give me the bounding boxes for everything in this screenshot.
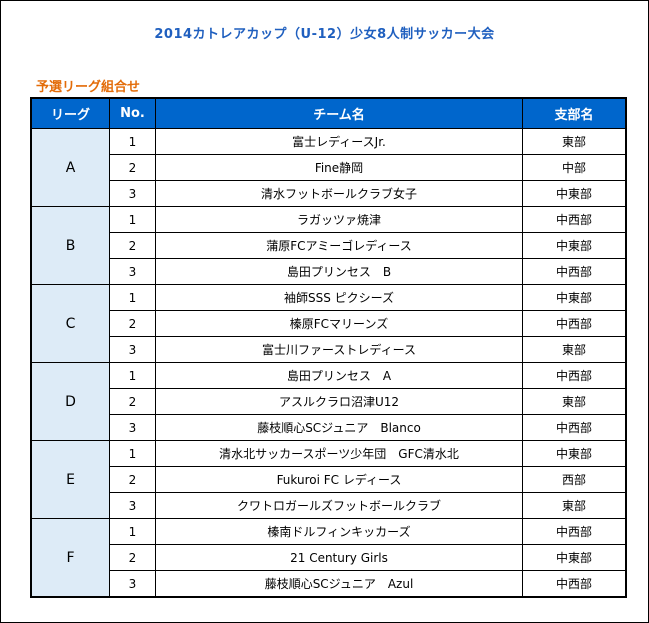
- table-row: B 1 ラガッツァ焼津 中西部: [30, 206, 627, 285]
- branch-cell: 中東部: [522, 180, 627, 207]
- team-cell: 榛原FCマリーンズ: [155, 310, 523, 337]
- no-cell: 2: [109, 466, 156, 493]
- page-title: 2014カトレアカップ（U-12）少女8人制サッカー大会: [154, 27, 495, 42]
- no-cell: 3: [109, 258, 156, 285]
- no-cell: 3: [109, 492, 156, 519]
- branch-cell: 中西部: [522, 258, 627, 285]
- branch-cell: 中西部: [522, 310, 627, 337]
- header-branch: 支部名: [522, 97, 627, 129]
- no-cell: 3: [109, 414, 156, 441]
- team-cell: 袖師SSS ピクシーズ: [155, 284, 523, 311]
- table-body: A 1 富士レディースJr. 東部 2 Fine静岡 中部 3 清水フットボールクラブ女子 中東部…: [30, 128, 627, 598]
- team-cell: ラガッツァ焼津: [155, 206, 523, 233]
- no-cell: 1: [109, 128, 156, 155]
- table-row: 3 清水フットボールクラブ女子 中東部: [31, 180, 627, 207]
- no-cell: 2: [109, 232, 156, 259]
- team-cell: 藤枝順心SCジュニア Azul: [155, 570, 523, 598]
- no-cell: 2: [109, 388, 156, 415]
- branch-cell: 中東部: [522, 440, 627, 467]
- section-subtitle: 予選リーグ組合せ: [36, 80, 141, 95]
- team-cell: 清水フットボールクラブ女子: [155, 180, 523, 207]
- no-cell: 1: [109, 518, 156, 545]
- branch-cell: 東部: [522, 336, 627, 363]
- no-cell: 1: [109, 362, 156, 389]
- branch-cell: 中西部: [522, 570, 627, 598]
- team-cell: Fukuroi FC レディース: [155, 466, 523, 493]
- team-cell: 島田プリンセス A: [155, 362, 523, 389]
- branch-cell: 中東部: [522, 284, 627, 311]
- no-cell: 3: [109, 180, 156, 207]
- league-table: リーグ No. チーム名 支部名 A 1 富士レディースJr. 東部 2 Fine静岡 中部…: [30, 97, 627, 598]
- no-cell: 2: [109, 154, 156, 181]
- table-row: 3 藤枝順心SCジュニア Azul 中西部: [31, 570, 627, 598]
- team-cell: 富士川ファーストレディース: [155, 336, 523, 363]
- no-cell: 3: [109, 336, 156, 363]
- table-row: 3 島田プリンセス B 中西部: [31, 258, 627, 285]
- no-cell: 1: [109, 440, 156, 467]
- no-cell: 1: [109, 206, 156, 233]
- team-cell: 榛南ドルフィンキッカーズ: [155, 518, 523, 545]
- table-row: F 1 榛南ドルフィンキッカーズ 中西部: [30, 518, 627, 598]
- team-cell: 21 Century Girls: [155, 544, 523, 571]
- branch-cell: 東部: [522, 388, 627, 415]
- table-row: 3 クワトロガールズフットボールクラブ 東部: [31, 492, 627, 519]
- branch-cell: 中西部: [522, 414, 627, 441]
- team-cell: アスルクラロ沼津U12: [155, 388, 523, 415]
- table-row: A 1 富士レディースJr. 東部: [30, 128, 627, 207]
- team-cell: 清水北サッカースポーツ少年団 GFC清水北: [155, 440, 523, 467]
- branch-cell: 中西部: [522, 518, 627, 545]
- branch-cell: 中西部: [522, 362, 627, 389]
- table-row: D 1 島田プリンセス A 中西部: [30, 362, 627, 441]
- branch-cell: 東部: [522, 492, 627, 519]
- league-cell: E: [30, 440, 110, 519]
- branch-cell: 中部: [522, 154, 627, 181]
- table-row: 2 21 Century Girls 中東部: [31, 544, 627, 571]
- team-cell: 藤枝順心SCジュニア Blanco: [155, 414, 523, 441]
- team-cell: クワトロガールズフットボールクラブ: [155, 492, 523, 519]
- no-cell: 2: [109, 310, 156, 337]
- team-cell: 蒲原FCアミーゴレディース: [155, 232, 523, 259]
- team-cell: 富士レディースJr.: [155, 128, 523, 155]
- header-team: チーム名: [155, 97, 523, 129]
- table-row: 2 アスルクラロ沼津U12 東部: [31, 388, 627, 415]
- branch-cell: 中東部: [522, 232, 627, 259]
- table-row: 2 榛原FCマリーンズ 中西部: [31, 310, 627, 337]
- table-row: 2 Fukuroi FC レディース 西部: [31, 466, 627, 493]
- league-cell: A: [30, 128, 110, 207]
- branch-cell: 中西部: [522, 206, 627, 233]
- table-row: E 1 清水北サッカースポーツ少年団 GFC清水北 中東部: [30, 440, 627, 519]
- league-cell: B: [30, 206, 110, 285]
- branch-cell: 東部: [522, 128, 627, 155]
- table-row: 3 富士川ファーストレディース 東部: [31, 336, 627, 363]
- branch-cell: 中東部: [522, 544, 627, 571]
- branch-cell: 西部: [522, 466, 627, 493]
- table-row: C 1 袖師SSS ピクシーズ 中東部: [30, 284, 627, 363]
- league-cell: C: [30, 284, 110, 363]
- team-cell: 島田プリンセス B: [155, 258, 523, 285]
- header-no: No.: [109, 97, 156, 129]
- league-cell: F: [30, 518, 110, 598]
- league-cell: D: [30, 362, 110, 441]
- no-cell: 3: [109, 570, 156, 598]
- table-header-row: リーグ No. チーム名 支部名: [30, 97, 627, 129]
- table-row: 2 蒲原FCアミーゴレディース 中東部: [31, 232, 627, 259]
- header-league: リーグ: [30, 97, 110, 129]
- no-cell: 1: [109, 284, 156, 311]
- table-row: 3 藤枝順心SCジュニア Blanco 中西部: [31, 414, 627, 441]
- team-cell: Fine静岡: [155, 154, 523, 181]
- no-cell: 2: [109, 544, 156, 571]
- table-row: 2 Fine静岡 中部: [31, 154, 627, 181]
